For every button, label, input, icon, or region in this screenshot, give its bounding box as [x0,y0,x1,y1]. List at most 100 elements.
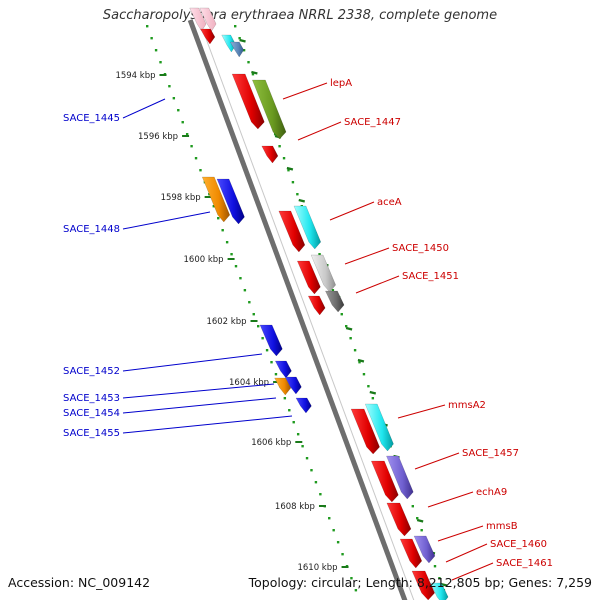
genome-backbone-edge [198,19,415,600]
right-track-dot [296,193,299,196]
left-track-dot [159,61,162,64]
gene-block-SACE_1461 [411,570,435,600]
gene-block-top [229,41,245,58]
right-track-tick [286,166,294,171]
left-track-dot [265,349,269,352]
right-track-dot [433,565,437,568]
gene-label-SACE_1447: SACE_1447 [344,117,401,128]
left-track-dot [243,289,247,292]
gene-label-mmsA2: mmsA2 [448,400,486,411]
genome-summary-text: Topology: circular; Length: 8,212,805 bp… [248,575,592,590]
gene-label-SACE_1460: SACE_1460 [490,539,547,550]
right-track-dot [287,169,290,172]
left-track-dot [168,85,171,88]
left-track-dot [305,457,309,460]
gene-block-SACE_1448 [201,176,231,223]
gene-label-aceA: aceA [377,197,402,208]
gene-block-SACE_1451 [325,290,345,313]
gene-label-SACE_1453: SACE_1453 [63,393,120,404]
leader-line-lepA [282,82,328,100]
right-track-dot [247,61,250,64]
left-track-dot [301,445,304,448]
kbp-tick-label: 1604 kbp [229,378,269,388]
right-track-dot [234,25,237,28]
gene-label-SACE_1451: SACE_1451 [402,271,459,282]
left-track-dot [230,253,233,256]
right-track-dot [251,73,255,76]
right-track-dot [242,49,246,52]
leader-line-echA9 [427,491,474,508]
gene-block-SACE_1447-b [261,145,279,164]
leader-line-SACE_1455 [122,415,293,434]
left-track-dot [252,313,255,316]
gene-label-SACE_1454: SACE_1454 [63,408,120,419]
leader-line-SACE_1452 [122,353,263,372]
leader-line-SACE_1461 [451,562,494,581]
right-track-dot [318,253,321,256]
left-track-dot [217,217,220,220]
gene-block-SACE_1455 [295,397,312,414]
leader-line-SACE_1451 [355,275,400,294]
leader-line-mmsA2 [397,404,446,419]
right-track-dot [362,373,366,376]
left-track-dot [274,373,278,376]
gene-block-SACE_1454 [284,376,302,395]
gene-block-top [189,7,207,32]
left-track-dot [172,97,176,100]
scale-ticks: 1594 kbp 1596 kbp 1598 kbp 1600 kbp 1602 kbp… [115,38,448,587]
left-track-dot [270,361,273,364]
gene-block-SACE_1448-b [216,178,245,225]
right-track-tick [416,518,424,523]
gene-labels: SACE_1445 SACE_1448 SACE_1452 SACE_1453 SACE… [63,78,553,569]
left-track-dot [146,25,149,28]
left-track-dot [150,37,153,40]
kbp-tick-label: 1602 kbp [206,317,246,327]
kbp-tick-label: 1610 kbp [297,563,337,573]
left-track-dot [319,493,322,496]
gene-label-SACE_1457: SACE_1457 [462,448,519,459]
right-track-dot [420,529,423,532]
right-track-dot [238,37,241,40]
gene-block-mmsA2 [350,408,380,455]
right-track-tick [239,38,246,43]
right-track-dot [353,349,357,352]
gene-block-SACE_1447 [251,79,287,140]
gene-label-SACE_1450: SACE_1450 [392,243,449,254]
left-track-dot [296,433,300,436]
gene-block-lepA [231,73,265,130]
gene-block-SACE_1451-b [307,295,326,316]
gene-block-mmsB [413,535,436,564]
gene-features [189,7,449,600]
left-track-dot [292,421,295,424]
gene-label-echA9: echA9 [476,487,507,498]
gene-label-mmsB: mmsB [486,521,518,532]
left-track-dot [239,277,242,280]
leader-line-SACE_1445 [122,98,166,119]
left-track-dot [328,517,331,520]
gene-block-bottom [430,582,449,600]
left-track-dot [181,121,184,124]
left-track-dot [234,265,238,268]
left-track-dot [350,577,353,580]
left-track-dot [248,301,251,304]
gene-block-SACE_1457-b [386,455,414,500]
left-track-dot [288,409,291,412]
kbp-tick-label: 1596 kbp [138,132,178,142]
left-track-dot [177,109,180,112]
gene-block-echA9 [386,502,412,537]
leader-line-SACE_1453 [122,383,275,399]
left-track-dot [261,337,264,340]
genome-backbone-line [187,19,408,600]
left-track-dot [336,541,340,544]
right-track-tick [357,358,365,363]
left-track-dot [194,157,198,160]
gene-block-aceA [278,210,306,253]
left-track-dot [283,397,287,400]
kbp-tick-label: 1598 kbp [161,193,201,203]
right-track-dot [438,577,441,580]
left-track-dot [310,469,313,472]
gene-block-aceA-b [293,205,322,250]
right-track-tick [369,390,377,395]
right-track-dot [331,289,335,292]
leader-line-SACE_1448 [122,211,211,230]
